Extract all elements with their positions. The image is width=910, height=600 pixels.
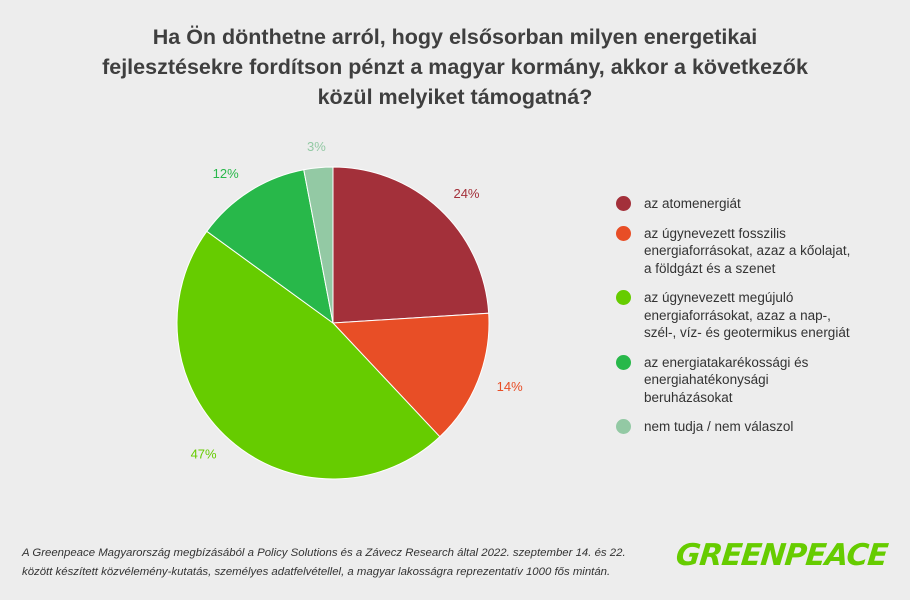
slice-value-label: 24%	[453, 186, 479, 201]
legend-label: az atomenergiát	[644, 196, 741, 211]
slice-value-label: 47%	[191, 446, 217, 461]
legend-item: az energiatakarékossági és energiahatéko…	[616, 354, 856, 407]
slice-value-label: 3%	[307, 139, 326, 154]
pie-slice	[303, 166, 334, 324]
legend-label: az úgynevezett fosszilis energiaforrások…	[644, 225, 851, 276]
title-line: közül melyiket támogatná?	[317, 85, 593, 109]
title-line: Ha Ön dönthetne arról, hogy elsősorban m…	[152, 25, 758, 49]
legend-swatch	[616, 290, 631, 305]
legend-item: nem tudja / nem válaszol	[616, 418, 856, 436]
title-line: fejlesztésekre fordítson pénzt a magyar …	[102, 55, 808, 79]
slice-value-label: 12%	[213, 166, 239, 181]
slice-value-label: 14%	[497, 379, 523, 394]
chart-title: Ha Ön dönthetne arról, hogy elsősorban m…	[80, 22, 830, 112]
legend-item: az úgynevezett megújuló energiaforrásoka…	[616, 289, 856, 342]
legend-label: nem tudja / nem válaszol	[644, 419, 794, 434]
legend-swatch	[616, 196, 631, 211]
pie-slice	[332, 166, 490, 324]
legend-item: az úgynevezett fosszilis energiaforrások…	[616, 225, 856, 278]
pie-slice	[176, 230, 441, 480]
legend-swatch	[616, 354, 631, 370]
legend-swatch	[616, 225, 631, 241]
legend-label: az energiatakarékossági és energiahatéko…	[644, 354, 809, 405]
footnote-line: között készített közvélemény-kutatás, sz…	[22, 566, 611, 578]
footnote-line: A Greenpeace Magyarország megbízásából a…	[22, 547, 626, 559]
legend-swatch	[616, 419, 631, 434]
greenpeace-logo: GREENPEACE	[674, 538, 889, 573]
legend-label: az úgynevezett megújuló energiaforrásoka…	[644, 290, 850, 340]
legend-item: az atomenergiát	[616, 195, 856, 213]
legend: az atomenergiát az úgynevezett fosszilis…	[616, 195, 856, 448]
pie-slice	[331, 312, 490, 438]
pie-slice	[206, 169, 334, 325]
source-footnote: A Greenpeace Magyarország megbízásából a…	[22, 544, 662, 582]
